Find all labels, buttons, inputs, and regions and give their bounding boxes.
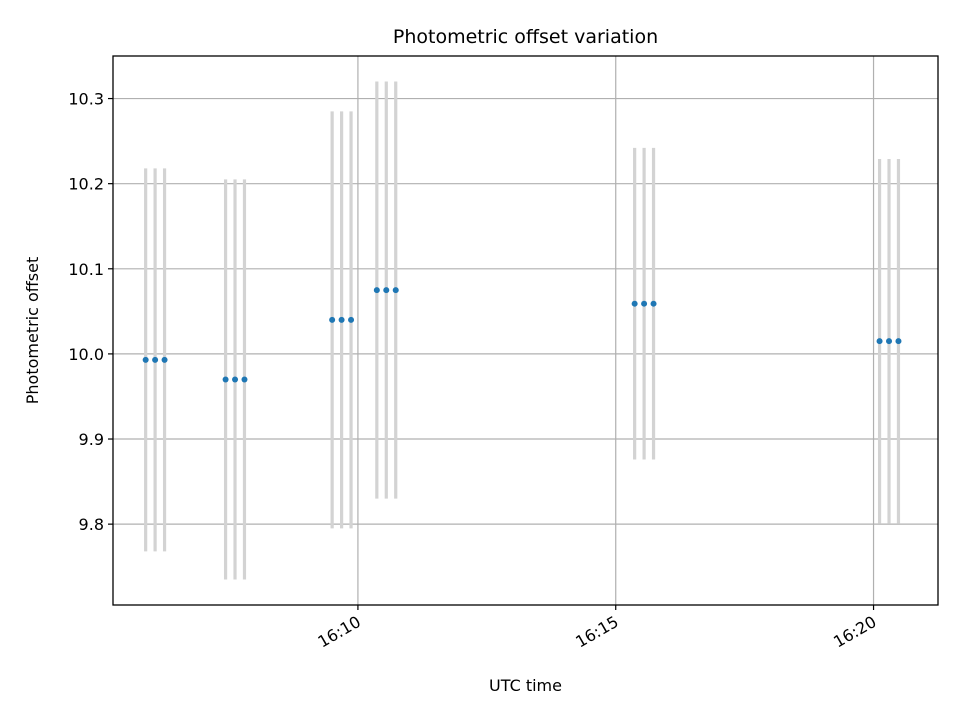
data-point	[329, 316, 336, 323]
data-point	[895, 338, 902, 345]
data-point	[152, 356, 159, 363]
y-tick-label: 9.8	[79, 515, 104, 534]
data-point	[641, 300, 648, 307]
error-bars	[144, 81, 901, 580]
data-point	[232, 376, 239, 383]
data-point	[886, 338, 893, 345]
x-axis-label: UTC time	[489, 676, 562, 695]
y-tick-label: 9.9	[79, 430, 104, 449]
data-point	[241, 376, 248, 383]
data-point	[338, 316, 345, 323]
y-tick-label: 10.0	[68, 345, 104, 364]
data-point	[392, 287, 399, 294]
data-point	[348, 316, 355, 323]
axis-ticks: 9.8 9.9 10.0 10.1 10.2 10.3 16:10 16:15 16:20	[68, 90, 879, 652]
data-point	[373, 287, 380, 294]
y-tick-label: 10.3	[68, 90, 104, 109]
data-point	[383, 287, 390, 294]
data-point	[161, 356, 168, 363]
y-tick-label: 10.1	[68, 260, 104, 279]
data-point	[142, 356, 149, 363]
data-point	[631, 300, 638, 307]
x-tick-label: 16:15	[572, 612, 621, 652]
data-points	[142, 287, 902, 383]
x-tick-label: 16:20	[830, 612, 879, 652]
data-point	[876, 338, 883, 345]
x-tick-label: 16:10	[314, 612, 363, 652]
plot-frame	[112, 55, 939, 606]
chart-title: Photometric offset variation	[393, 26, 658, 48]
data-point	[650, 300, 657, 307]
y-tick-label: 10.2	[68, 175, 104, 194]
y-axis-label: Photometric offset	[23, 257, 42, 405]
data-point	[222, 376, 229, 383]
grid	[113, 56, 938, 605]
